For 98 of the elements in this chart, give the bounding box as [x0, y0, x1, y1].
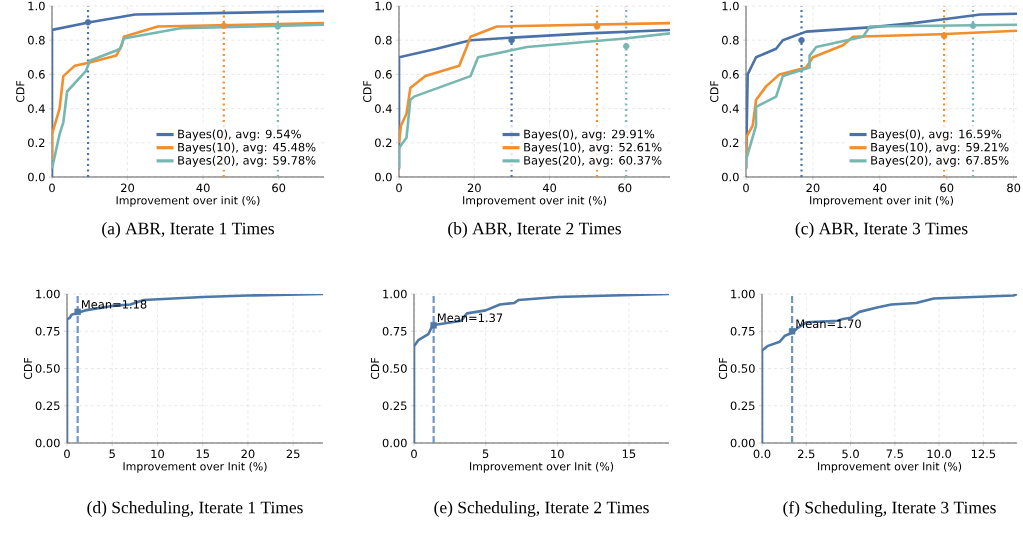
- line-series: [67, 294, 323, 443]
- x-tick-label: 5.0: [842, 449, 859, 459]
- y-tick-label: 0.0: [28, 172, 45, 182]
- x-tick-label: 10.0: [927, 449, 952, 459]
- point: [940, 32, 948, 40]
- y-tick-label: 0.75: [35, 326, 60, 336]
- x-tick-label: 0: [396, 183, 402, 193]
- x-axis-title: Improvement over init (%): [463, 196, 606, 207]
- y-tick-label: 0.50: [730, 364, 755, 373]
- x-axis-title: Improvement over Init (%): [470, 462, 614, 473]
- x-tick-label: 15: [622, 449, 636, 459]
- point: [969, 22, 977, 29]
- y-axis-title: CDF: [710, 80, 719, 103]
- legend-label: Bayes(20), avg: 67.85%: [871, 155, 1009, 167]
- text: (b) ABR, Iterate 2 Times: [448, 222, 621, 238]
- y-axis-title: CDF: [16, 80, 25, 103]
- y-tick-label: 0.25: [730, 401, 755, 411]
- x-tick-label: 12.5: [971, 449, 996, 459]
- x-tick-label: 40: [542, 183, 557, 193]
- x-axis-title: Improvement over Init (%): [818, 462, 962, 473]
- legend-label: Bayes(20), avg: 60.37%: [524, 155, 662, 167]
- y-tick-label: 0.50: [35, 364, 60, 373]
- x-axis-title: Improvement over init (%): [116, 196, 260, 207]
- x-tick-label: 0: [743, 183, 749, 193]
- x-tick-label: 5: [482, 449, 489, 459]
- y-tick-label: 1.00: [36, 289, 60, 299]
- point: [798, 37, 805, 44]
- x-tick-label: 10: [151, 449, 164, 459]
- x-tick-label: 20: [806, 183, 820, 193]
- x-tick-label: 60: [272, 183, 286, 193]
- x-tick-label: 60: [940, 183, 954, 193]
- y-axis-title: CDF: [370, 357, 380, 380]
- y-tick-label: 0.6: [28, 70, 45, 79]
- x-tick-label: 0: [411, 449, 417, 459]
- y-tick-label: 0.0: [375, 172, 392, 182]
- y-tick-label: 0.4: [375, 104, 392, 113]
- y-tick-label: 1.00: [383, 289, 407, 299]
- x-tick-label: 0.0: [753, 449, 771, 459]
- y-tick-label: 0.4: [28, 104, 45, 113]
- y-tick-label: 0.2: [722, 138, 739, 148]
- y-tick-label: 0.00: [382, 438, 407, 448]
- y-tick-label: 0.6: [375, 70, 392, 79]
- legend-label: Bayes(20), avg: 59.78%: [178, 155, 316, 167]
- x-tick-label: 20: [121, 183, 135, 193]
- y-tick-label: 0.75: [730, 326, 755, 336]
- x-tick-label: 0: [49, 183, 55, 193]
- x-tick-label: 0: [64, 449, 70, 459]
- x-tick-label: 5: [109, 449, 115, 459]
- text: (c) ABR, Iterate 3 Times: [795, 222, 968, 238]
- legend-label: Bayes(0), avg: 9.54%: [178, 129, 301, 141]
- y-tick-label: 1.0: [375, 1, 392, 11]
- y-tick-label: 0.6: [722, 70, 739, 79]
- y-axis-title: CDF: [718, 357, 728, 380]
- point: [593, 23, 601, 30]
- y-tick-label: 0.25: [35, 401, 60, 411]
- point: [623, 42, 630, 50]
- point: [508, 37, 515, 44]
- y-tick-label: 1.00: [731, 289, 755, 299]
- x-tick-label: 40: [873, 183, 887, 193]
- x-axis-title: Improvement over Init (%): [123, 462, 267, 473]
- y-tick-label: 0.50: [382, 364, 407, 373]
- legend-label: Bayes(0), avg: 16.59%: [871, 129, 1002, 141]
- y-axis-title: CDF: [23, 357, 33, 380]
- x-tick-label: 7.5: [886, 449, 903, 459]
- x-tick-label: 25: [286, 449, 300, 459]
- x-tick-label: 60: [618, 183, 632, 193]
- y-tick-label: 0.8: [28, 35, 45, 45]
- legend-label: Bayes(0), avg: 29.91%: [524, 129, 655, 141]
- y-tick-label: 0.75: [382, 326, 407, 336]
- text: (a) ABR, Iterate 1 Times: [102, 222, 274, 238]
- legend-label: Bayes(10), avg: 52.61%: [524, 142, 662, 154]
- x-tick-label: 15: [196, 449, 209, 459]
- x-tick-label: 40: [196, 183, 210, 193]
- x-tick-label: 80: [1007, 183, 1021, 193]
- legend-label: Bayes(10), avg: 59.21%: [871, 142, 1009, 154]
- y-axis-title: CDF: [363, 80, 372, 103]
- y-tick-label: 1.0: [722, 1, 739, 11]
- text: (d) Scheduling, Iterate 1 Times: [87, 501, 303, 517]
- y-tick-label: 0.25: [382, 401, 407, 411]
- line-series: [762, 294, 1018, 443]
- line-series: [414, 294, 669, 443]
- text: (f) Scheduling, Iterate 3 Times: [783, 500, 996, 518]
- y-tick-label: 0.00: [35, 438, 60, 448]
- x-tick-label: 2.5: [798, 449, 815, 459]
- y-tick-label: 0.8: [375, 35, 392, 45]
- text: (e) Scheduling, Iterate 2 Times: [434, 501, 649, 517]
- x-axis-title: Improvement over init (%): [810, 196, 954, 207]
- y-tick-label: 0.8: [722, 35, 739, 45]
- legend-label: Bayes(10), avg: 45.48%: [178, 142, 316, 154]
- x-tick-label: 20: [467, 183, 481, 193]
- y-tick-label: 0.0: [722, 172, 739, 182]
- y-tick-label: 1.0: [28, 1, 45, 11]
- y-tick-label: 0.2: [375, 138, 392, 148]
- y-tick-label: 0.2: [28, 138, 45, 148]
- x-tick-label: 20: [241, 449, 255, 459]
- y-tick-label: 0.00: [730, 438, 755, 448]
- x-tick-label: 10: [551, 449, 564, 459]
- y-tick-label: 0.4: [722, 104, 739, 113]
